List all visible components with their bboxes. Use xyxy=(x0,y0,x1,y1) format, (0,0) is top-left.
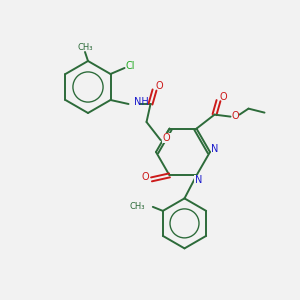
Text: Cl: Cl xyxy=(126,61,135,71)
Text: O: O xyxy=(232,111,239,121)
Text: CH₃: CH₃ xyxy=(77,43,93,52)
Text: O: O xyxy=(142,172,149,182)
Text: CH₃: CH₃ xyxy=(129,202,145,211)
Text: N: N xyxy=(211,144,219,154)
Text: O: O xyxy=(220,92,227,102)
Text: O: O xyxy=(156,81,163,91)
Text: NH: NH xyxy=(134,97,148,107)
Text: N: N xyxy=(195,176,202,185)
Text: O: O xyxy=(163,133,170,143)
